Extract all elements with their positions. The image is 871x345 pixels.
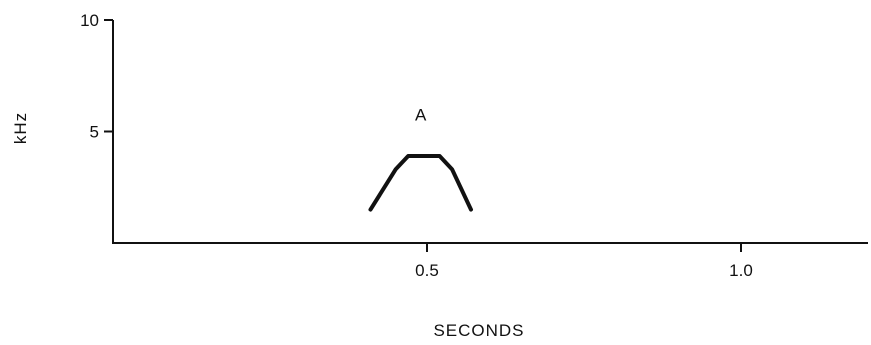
y-tick-label: 10 <box>80 11 99 30</box>
annotations: ABA <box>415 105 427 124</box>
x-axis-title: SECONDS <box>433 321 524 340</box>
axes <box>112 20 868 244</box>
y-axis-title: kHz <box>11 112 30 144</box>
x-tick-label: 0.5 <box>415 261 439 280</box>
x-tick-label: 1.0 <box>729 261 753 280</box>
ticks: 0.51.01.5510 <box>80 11 753 280</box>
call-trace-a <box>368 154 473 212</box>
series-group <box>368 154 473 212</box>
y-tick-label: 5 <box>90 123 99 142</box>
call-label-a: A <box>415 105 427 124</box>
